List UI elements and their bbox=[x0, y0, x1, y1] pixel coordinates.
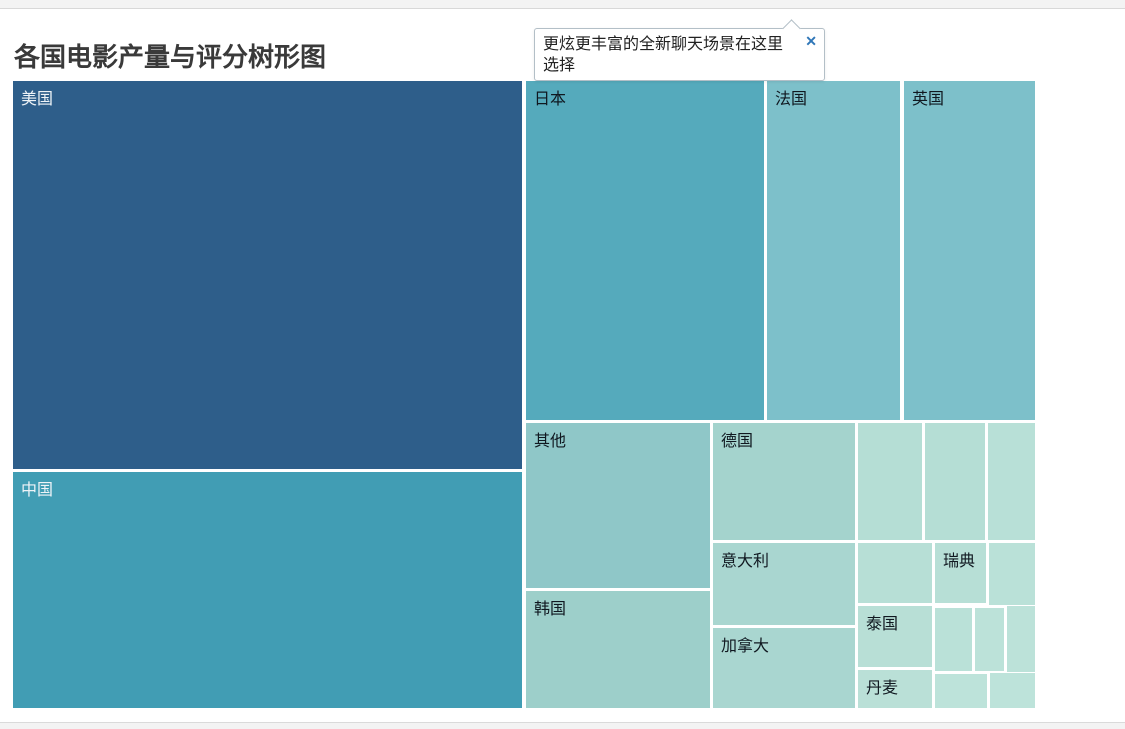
treemap-node-label: 美国 bbox=[21, 89, 54, 108]
treemap-node-italy[interactable]: 意大利 bbox=[713, 543, 855, 625]
treemap-node-small-1[interactable] bbox=[858, 423, 922, 540]
treemap-node-denmark[interactable]: 丹麦 bbox=[858, 670, 932, 708]
treemap-node-label: 韩国 bbox=[534, 599, 567, 618]
treemap-node-label: 意大利 bbox=[721, 551, 770, 570]
treemap-node-small-4[interactable] bbox=[858, 543, 932, 603]
treemap-node-sweden[interactable]: 瑞典 bbox=[935, 543, 986, 603]
treemap-node-canada[interactable]: 加拿大 bbox=[713, 628, 855, 708]
bottom-divider-bar bbox=[0, 722, 1125, 729]
treemap-node-label: 其他 bbox=[534, 431, 567, 450]
treemap-node-label: 加拿大 bbox=[721, 636, 770, 655]
treemap-node-south-korea[interactable]: 韩国 bbox=[526, 591, 710, 708]
treemap-node-label: 丹麦 bbox=[866, 678, 899, 697]
top-divider-bar bbox=[0, 0, 1125, 9]
close-icon[interactable]: ✕ bbox=[805, 33, 817, 49]
treemap-node-germany[interactable]: 德国 bbox=[713, 423, 855, 540]
treemap-node-japan[interactable]: 日本 bbox=[526, 81, 764, 420]
tooltip-popup: 更炫更丰富的全新聊天场景在这里选择 ✕ bbox=[534, 19, 825, 81]
treemap-node-others[interactable]: 其他 bbox=[526, 423, 710, 588]
treemap-node-small-10[interactable] bbox=[990, 673, 1035, 708]
treemap-node-label: 德国 bbox=[721, 431, 754, 450]
treemap-node-label: 瑞典 bbox=[943, 551, 976, 570]
treemap-node-small-5[interactable] bbox=[989, 543, 1035, 605]
treemap-node-small-3[interactable] bbox=[988, 423, 1035, 540]
treemap-node-small-8[interactable] bbox=[1007, 606, 1035, 672]
treemap-node-label: 法国 bbox=[775, 89, 808, 108]
treemap-node-france[interactable]: 法国 bbox=[767, 81, 900, 420]
tooltip-text: 更炫更丰富的全新聊天场景在这里选择 bbox=[543, 36, 784, 74]
treemap-node-small-9[interactable] bbox=[935, 674, 987, 708]
treemap-node-small-7[interactable] bbox=[975, 608, 1004, 671]
page-title: 各国电影产量与评分树形图 bbox=[14, 43, 327, 74]
treemap-node-usa[interactable]: 美国 bbox=[13, 81, 522, 469]
treemap-node-label: 英国 bbox=[912, 89, 945, 108]
treemap-node-label: 泰国 bbox=[866, 614, 899, 633]
treemap-node-uk[interactable]: 英国 bbox=[904, 81, 1035, 420]
treemap-node-small-6[interactable] bbox=[935, 608, 972, 671]
treemap-node-label: 中国 bbox=[21, 480, 54, 499]
treemap-node-thailand[interactable]: 泰国 bbox=[858, 606, 932, 667]
treemap-node-small-2[interactable] bbox=[925, 423, 985, 540]
treemap-node-label: 日本 bbox=[534, 89, 567, 108]
treemap-node-china[interactable]: 中国 bbox=[13, 472, 522, 708]
